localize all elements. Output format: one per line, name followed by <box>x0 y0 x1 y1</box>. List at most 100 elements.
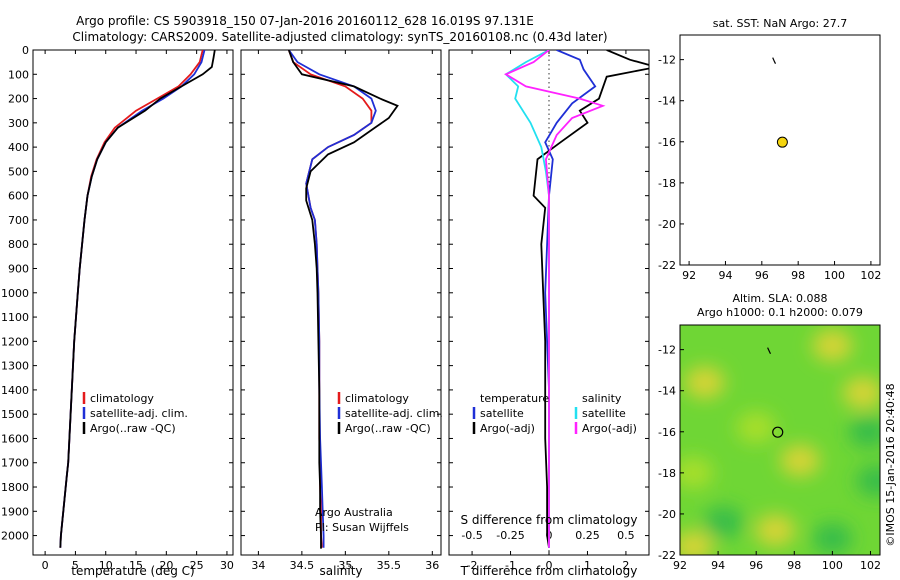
sla-map-frame <box>679 324 881 556</box>
sla-map-marks <box>767 347 784 438</box>
legend-title-temperature: temperature <box>480 392 549 405</box>
depth-tick-label: 400 <box>8 141 29 154</box>
s-difference-xlabel: S difference from climatology <box>461 513 638 527</box>
depth-tick-label: 300 <box>8 117 29 130</box>
sla-feature-high <box>780 444 820 477</box>
s-difference-tick-label: 0.5 <box>617 529 635 542</box>
t-difference-tick-label: 2 <box>622 559 629 572</box>
temperature-lines <box>59 50 216 548</box>
depth-tick-label: 1500 <box>1 408 29 421</box>
difference-lines <box>503 50 649 548</box>
latitude-tick-label: -16 <box>658 136 676 149</box>
longitude-tick-label: 94 <box>711 559 725 572</box>
temperature-tick-label: 20 <box>159 559 173 572</box>
figure-title-line2: Climatology: CARS2009. Satellite-adjuste… <box>72 30 607 44</box>
longitude-tick-label: 96 <box>755 269 769 282</box>
temperature-tick-label: 25 <box>190 559 204 572</box>
argo-float-position <box>772 426 784 438</box>
salinity-panel: 34 34.5 35 35.5 36 salinity climatology sate… <box>240 49 443 578</box>
t-difference-tick-label: 1 <box>584 559 591 572</box>
sla-feature-high <box>680 530 714 555</box>
latitude-tick-label: -12 <box>658 344 676 357</box>
sst-map-title: sat. SST: NaN Argo: 27.7 <box>713 17 847 30</box>
legend-label-satellite: satellite-adj. clim. <box>90 407 188 420</box>
longitude-tick-label: 98 <box>791 269 805 282</box>
sla-feature-high <box>812 329 853 362</box>
t-difference-xlabel: T difference from climatology <box>460 564 638 578</box>
latitude-tick-label: -14 <box>658 95 676 108</box>
latitude-tick-label: -20 <box>658 508 676 521</box>
longitude-tick-label: 98 <box>787 559 801 572</box>
latitude-tick-label: -18 <box>658 177 676 190</box>
t-difference-tick-label: -2 <box>467 559 478 572</box>
s-difference-tick-label: -0.25 <box>496 529 524 542</box>
t-difference-tick-label: -1 <box>505 559 516 572</box>
salinity-tick-label: 36 <box>425 559 439 572</box>
legend-label-temperature-satellite: satellite <box>480 407 524 420</box>
depth-tick-label: 100 <box>8 68 29 81</box>
depth-tick-label: 1900 <box>1 505 29 518</box>
temperature-series-argo <box>59 50 216 548</box>
sst-map-panel: sat. SST: NaN Argo: 27.7 92 94 96 98 100 102 -… <box>658 17 881 282</box>
longitude-tick-label: 92 <box>682 269 696 282</box>
latitude-tick-label: -22 <box>658 259 676 272</box>
difference-panel: -2 -1 0 1 2-0.5 -0.25 0 0.25 0.5 T difference fr… <box>448 49 650 578</box>
temperature-axis-ticks: 0 5 10 15 20 25 30 <box>42 50 234 572</box>
salinity-tick-label: 35.5 <box>377 559 402 572</box>
latitude-tick-label: -22 <box>658 549 676 562</box>
depth-tick-label: 1800 <box>1 481 29 494</box>
figure-title-line1: Argo profile: CS 5903918_150 07-Jan-2016… <box>76 14 534 28</box>
salinity-xlabel: salinity <box>319 564 362 578</box>
depth-tick-label: 1000 <box>1 287 29 300</box>
sla-feature-low <box>812 522 853 555</box>
depth-tick-label: 2000 <box>1 530 29 543</box>
difference-series-argo <box>532 50 649 548</box>
salinity-tick-label: 35 <box>338 559 352 572</box>
s-difference-tick-label: 0.25 <box>575 529 600 542</box>
sla-feature-mid <box>680 456 714 489</box>
salinity-tick-label: 34 <box>251 559 265 572</box>
sla-feature-low <box>856 465 880 498</box>
salinity-axis-ticks: 34 34.5 35 35.5 36 <box>241 49 441 572</box>
depth-tick-label: 1200 <box>1 335 29 348</box>
depth-tick-label: 800 <box>8 238 29 251</box>
sla-feature-high <box>684 366 725 399</box>
difference-series-argo_adj_salinity <box>503 50 606 548</box>
depth-axis-ticks: 0 100 200 300 400 500 600 700 800 900 1000 1100 1200… <box>1 44 233 543</box>
depth-tick-label: 1600 <box>1 432 29 445</box>
legend-label-satellite: satellite-adj. clim. <box>345 407 443 420</box>
salinity-series-satellite <box>288 50 377 548</box>
depth-tick-label: 900 <box>8 263 29 276</box>
sla-feature-high <box>755 514 796 547</box>
salinity-tick-label: 34.5 <box>290 559 315 572</box>
float-track <box>767 347 772 355</box>
legend-label-climatology: climatology <box>345 392 409 405</box>
latitude-tick-label: -20 <box>658 218 676 231</box>
depth-tick-label: 0 <box>22 44 29 57</box>
depth-tick-label: 1300 <box>1 360 29 373</box>
temperature-panel: 0100200300400500600700800900100011001200… <box>1 44 234 578</box>
depth-tick-label: 500 <box>8 165 29 178</box>
sst-map-marks <box>772 57 788 148</box>
latitude-tick-label: -16 <box>658 426 676 439</box>
legend-label-temperature-argo: Argo(-adj) <box>480 422 535 435</box>
latitude-tick-label: -14 <box>658 385 676 398</box>
pi-annotation: PI: Susan Wijffels <box>315 521 409 534</box>
temperature-tick-label: 15 <box>129 559 143 572</box>
depth-tick-label: 1400 <box>1 384 29 397</box>
argo-float-position <box>776 136 788 148</box>
imos-watermark: ©IMOS 15-Jan-2016 20:40:48 <box>884 383 897 546</box>
legend-label-argo: Argo(..raw -QC) <box>90 422 176 435</box>
legend-label-argo: Argo(..raw -QC) <box>345 422 431 435</box>
longitude-tick-label: 100 <box>822 559 843 572</box>
float-track <box>772 57 777 64</box>
salinity-lines <box>287 50 399 549</box>
temperature-axes-frame <box>32 49 234 556</box>
depth-tick-label: 1100 <box>1 311 29 324</box>
sla-map-title-line1: Altim. SLA: 0.088 <box>732 292 827 305</box>
longitude-tick-label: 94 <box>718 269 732 282</box>
temperature-tick-label: 5 <box>72 559 79 572</box>
argo-australia-annotation: Argo Australia <box>315 506 393 519</box>
depth-tick-label: 600 <box>8 190 29 203</box>
